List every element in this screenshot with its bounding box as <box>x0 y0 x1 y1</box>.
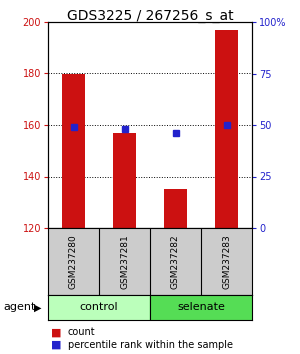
Text: agent: agent <box>3 303 35 313</box>
Text: ■: ■ <box>51 327 62 337</box>
Text: ■: ■ <box>51 340 62 350</box>
Text: control: control <box>80 303 118 313</box>
Text: selenate: selenate <box>177 303 225 313</box>
Text: GDS3225 / 267256_s_at: GDS3225 / 267256_s_at <box>67 9 233 23</box>
Text: GSM237280: GSM237280 <box>69 234 78 289</box>
Text: count: count <box>68 327 95 337</box>
Bar <box>113 133 136 228</box>
Bar <box>62 74 85 228</box>
Text: GSM237281: GSM237281 <box>120 234 129 289</box>
Bar <box>164 189 187 228</box>
Text: GSM237283: GSM237283 <box>222 234 231 289</box>
Bar <box>48 295 150 320</box>
Text: percentile rank within the sample: percentile rank within the sample <box>68 340 232 350</box>
Text: GSM237282: GSM237282 <box>171 234 180 289</box>
Bar <box>150 295 252 320</box>
Text: ▶: ▶ <box>34 303 41 313</box>
Bar <box>215 30 238 228</box>
